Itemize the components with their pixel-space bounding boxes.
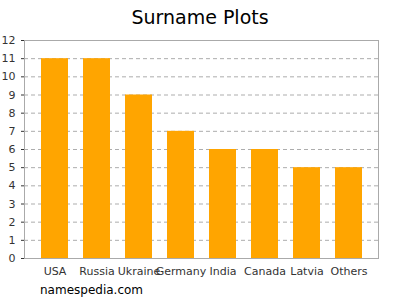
svg-text:Ukraine: Ukraine [118, 265, 161, 278]
svg-text:1: 1 [9, 234, 16, 247]
svg-text:10: 10 [2, 70, 16, 83]
svg-text:7: 7 [9, 125, 16, 138]
svg-text:Russia: Russia [79, 265, 114, 278]
svg-text:5: 5 [9, 161, 16, 174]
svg-text:0: 0 [9, 252, 16, 265]
html-text:Surname Plots: Surname Plots [131, 6, 269, 28]
svg-text:3: 3 [9, 198, 16, 211]
svg-text:Germany: Germany [156, 265, 207, 278]
svg-text:Canada: Canada [244, 265, 286, 278]
svg-text:12: 12 [2, 34, 16, 47]
svg-text:2: 2 [9, 216, 16, 229]
svg-text:Others: Others [331, 265, 368, 278]
svg-text:8: 8 [9, 107, 16, 120]
svg-text:4: 4 [9, 179, 16, 192]
svg-text:11: 11 [2, 52, 16, 65]
html-text:namespedia.com: namespedia.com [40, 283, 143, 297]
svg-text:6: 6 [9, 143, 16, 156]
svg-text:Latvia: Latvia [290, 265, 324, 278]
svg-text:India: India [210, 265, 237, 278]
svg-text:USA: USA [44, 265, 67, 278]
svg-text:9: 9 [9, 89, 16, 102]
